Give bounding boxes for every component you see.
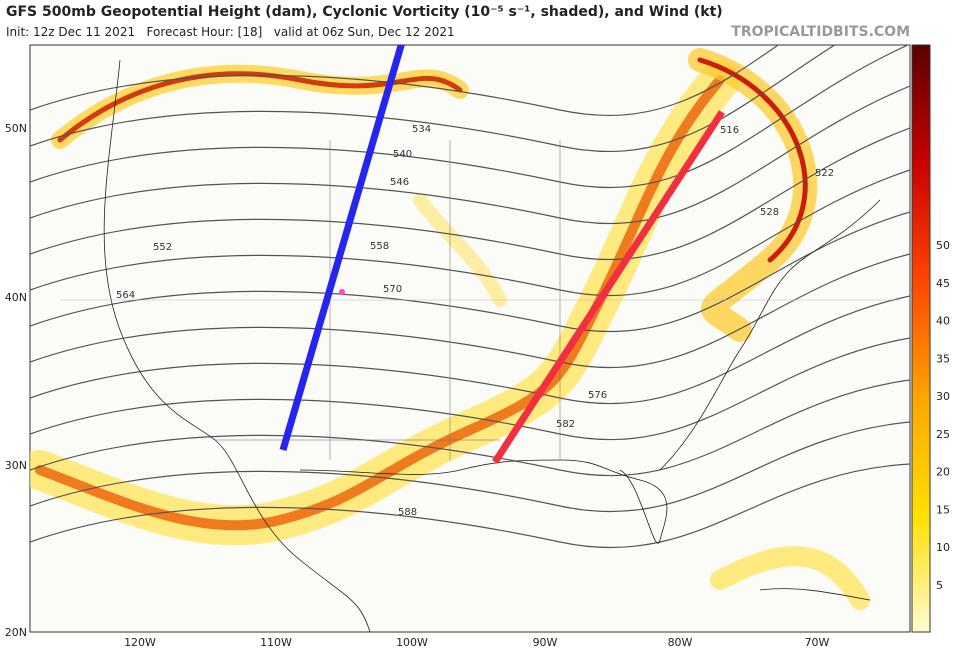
lon-label: 100W — [396, 636, 428, 649]
axis-labels: 50N 40N 30N 20N 120W 110W 100W 90W 80W 70W 5 10 15 20… — [5, 122, 950, 649]
contour-label: 528 — [760, 207, 779, 218]
colorbar-tick-label: 15 — [936, 503, 950, 516]
colorbar-tick-label: 20 — [936, 466, 950, 479]
contour-line — [30, 45, 910, 188]
lat-label: 30N — [5, 459, 27, 472]
contour-line — [30, 379, 910, 477]
lon-label: 80W — [668, 636, 693, 649]
lon-label: 120W — [124, 636, 156, 649]
contour-label: 534 — [412, 124, 431, 135]
lon-label: 70W — [805, 636, 830, 649]
colorbar-tick-label: 35 — [936, 352, 950, 365]
map-layers: 516 522 528 534 540 546 552 558 564 570 576 582 588 — [30, 45, 910, 632]
colorbar-tick-label: 5 — [936, 579, 943, 592]
colorbar-tick-label: 50 — [936, 239, 950, 252]
map-frame — [29, 44, 911, 633]
title: GFS 500mb Geopotential Height (dam), Cyc… — [6, 4, 723, 20]
contour-label: 558 — [370, 241, 389, 252]
contour-line — [30, 295, 910, 405]
contour-label: 516 — [720, 125, 739, 136]
contour-line — [30, 127, 910, 261]
colorbar — [911, 44, 931, 633]
lon-label: 110W — [260, 636, 292, 649]
contour-line — [30, 211, 910, 333]
credit: TROPICALTIDBITS.COM — [731, 24, 910, 40]
lat-label: 40N — [5, 291, 27, 304]
contour-label: 546 — [390, 177, 409, 188]
contour-label: 582 — [556, 419, 575, 430]
contour-label: 540 — [393, 149, 412, 160]
contour-line — [30, 85, 910, 224]
contour-line — [30, 463, 910, 549]
contour-line — [30, 45, 836, 152]
contour-label: 588 — [398, 507, 417, 518]
colorbar-tick-label: 45 — [936, 277, 950, 290]
coastlines — [60, 59, 900, 632]
contour-line — [30, 45, 780, 116]
contour-label: 570 — [383, 284, 402, 295]
colorbar-tick-label: 10 — [936, 541, 950, 554]
contour-label: 564 — [116, 290, 135, 301]
lat-label: 20N — [5, 626, 27, 639]
contour-label: 522 — [815, 168, 834, 179]
blue-line — [279, 45, 405, 451]
contour-labels: 516 522 528 534 540 546 552 558 564 570 576 582 588 — [116, 124, 834, 518]
colorbar-tick-label: 30 — [936, 390, 950, 403]
contour-line — [30, 421, 910, 513]
contour-label: 576 — [588, 390, 607, 401]
height-contours — [30, 45, 910, 549]
subtitle: Init: 12z Dec 11 2021 Forecast Hour: [18… — [6, 25, 455, 39]
lon-label: 90W — [533, 636, 558, 649]
lat-label: 50N — [5, 122, 27, 135]
colorbar-tick-label: 25 — [936, 428, 950, 441]
colorbar-tick-label: 40 — [936, 315, 950, 328]
red-line — [492, 110, 725, 464]
vorticity-shading — [30, 48, 870, 610]
contour-label: 552 — [153, 242, 172, 253]
contour-line — [30, 253, 910, 369]
contour-line — [30, 169, 910, 297]
contour-line — [30, 337, 910, 441]
marker-dot — [339, 289, 345, 295]
